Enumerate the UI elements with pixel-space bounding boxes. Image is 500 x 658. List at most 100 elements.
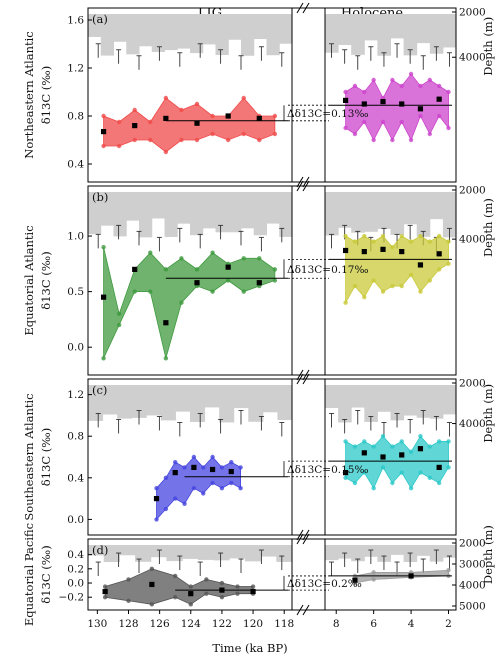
- data-point: [446, 568, 451, 573]
- depth-bar: [100, 192, 114, 226]
- y-tick-label: 0.8: [67, 431, 84, 443]
- holocene-envelope: [345, 73, 449, 141]
- mean-marker: [256, 115, 262, 121]
- mean-marker: [100, 294, 107, 300]
- data-point: [399, 283, 404, 289]
- depth-bar: [146, 385, 162, 416]
- depth-bar: [325, 14, 339, 53]
- data-point: [116, 311, 122, 317]
- mean-marker: [436, 464, 442, 470]
- axis-break-mark: [302, 2, 310, 14]
- depth-bar: [276, 545, 293, 562]
- data-point: [390, 283, 395, 289]
- depth-bar: [325, 192, 339, 236]
- y-tick-label: 0.0: [67, 578, 84, 590]
- data-point: [163, 356, 169, 361]
- data-point: [241, 289, 246, 294]
- y-axis-label: δ13C (‰): [39, 428, 53, 486]
- panel-3: Δδ13C=0.2‰ 0.4 0.2 0.0 −0.2 2000 3000 4000 5000 (…: [22, 523, 495, 626]
- data-point: [238, 486, 243, 491]
- depth-bar: [117, 385, 133, 419]
- axis-break-mark: [296, 180, 304, 192]
- difference-annotation: Δδ13C=0.13‰: [287, 108, 369, 120]
- mean-marker: [436, 96, 442, 102]
- y-tick-label: 0.0: [67, 342, 84, 354]
- panel-2: Δδ13C=0.15‰ 1.2 0.8 0.4 0.0 2000 4000 (c) Southe…: [22, 373, 495, 541]
- depth-bar: [88, 192, 102, 235]
- data-point: [126, 598, 131, 603]
- mean-marker: [194, 280, 200, 286]
- data-point: [446, 239, 451, 244]
- depth-bar: [277, 385, 293, 421]
- data-point: [427, 475, 432, 480]
- data-point: [204, 577, 209, 582]
- data-point: [418, 83, 423, 89]
- depth-bar: [215, 14, 229, 56]
- depth-bar: [262, 385, 278, 413]
- data-point: [225, 278, 231, 283]
- y-tick-label: 0.4: [67, 472, 84, 484]
- data-point: [343, 439, 348, 444]
- mean-marker: [436, 251, 442, 257]
- mean-marker: [256, 280, 262, 286]
- data-point: [149, 602, 155, 607]
- y-tick-label: 0.4: [67, 549, 84, 561]
- data-point: [362, 89, 367, 95]
- depth-bar: [351, 385, 365, 408]
- depth-bar: [442, 192, 457, 238]
- data-point: [194, 101, 200, 107]
- depth-bar: [266, 14, 280, 56]
- axis-break-mark: [302, 529, 310, 541]
- data-point: [101, 244, 106, 250]
- data-point: [238, 465, 243, 470]
- data-point: [235, 584, 240, 589]
- data-point: [427, 239, 432, 244]
- data-point: [399, 83, 404, 89]
- x-tick-label: 118: [274, 618, 294, 630]
- data-point: [154, 517, 159, 522]
- data-point: [173, 460, 178, 465]
- axes-frame: [324, 7, 457, 183]
- depth-bar: [219, 385, 235, 423]
- depth-tick-label: 2000: [459, 7, 486, 19]
- depth-bar: [325, 385, 339, 408]
- data-point: [436, 267, 442, 272]
- data-point: [418, 434, 423, 439]
- data-point: [210, 289, 215, 294]
- data-point: [427, 444, 432, 449]
- difference-annotation: Δδ13C=0.15‰: [287, 464, 369, 476]
- data-point: [210, 480, 215, 486]
- data-point: [163, 475, 169, 480]
- depth-bar: [377, 14, 391, 56]
- axis-break-mark: [302, 180, 310, 192]
- depth-bar: [228, 14, 242, 40]
- x-tick-label: 122: [212, 618, 232, 630]
- depth-bar: [139, 14, 153, 47]
- data-point: [362, 119, 367, 125]
- mean-marker: [132, 123, 138, 129]
- axes-frame: [87, 538, 293, 611]
- mean-marker: [361, 248, 367, 255]
- y-tick-label: 0.8: [67, 111, 84, 123]
- axis-break-mark: [296, 529, 304, 541]
- data-point: [272, 131, 278, 137]
- depth-bar: [279, 14, 293, 44]
- mean-marker: [342, 470, 349, 476]
- mean-marker: [163, 115, 169, 121]
- panel-region-title: Southeastern Atlantic: [22, 393, 36, 520]
- depth-bar: [139, 192, 153, 238]
- lig-envelope: [103, 97, 276, 153]
- x-tick-label: 6: [370, 618, 377, 630]
- depth-bar: [364, 385, 378, 422]
- depth-bar: [166, 545, 183, 562]
- depth-bar: [197, 545, 215, 560]
- x-tick-label: 126: [150, 618, 170, 630]
- data-point: [408, 486, 414, 491]
- data-point: [257, 137, 262, 143]
- data-point: [173, 496, 178, 501]
- data-point: [427, 278, 432, 283]
- depth-tick-label: 4000: [459, 580, 486, 592]
- data-point: [399, 470, 404, 475]
- x-tick-label: 128: [118, 618, 138, 630]
